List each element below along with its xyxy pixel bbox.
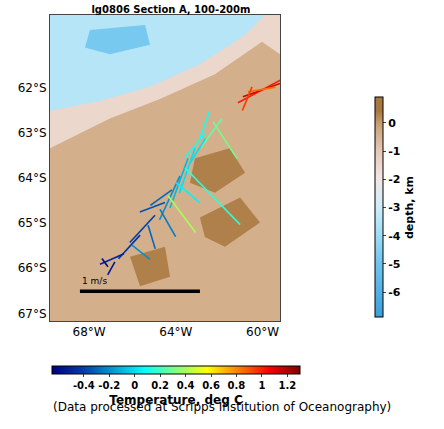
svg-text:-3: -3: [388, 201, 400, 214]
svg-text:62°S: 62°S: [18, 81, 47, 95]
svg-text:-0.4: -0.4: [73, 380, 95, 391]
svg-text:-0.2: -0.2: [98, 380, 120, 391]
svg-text:1.2: 1.2: [278, 380, 296, 391]
svg-text:-6: -6: [388, 286, 401, 299]
svg-text:1 m/s: 1 m/s: [82, 276, 107, 286]
svg-text:-1: -1: [388, 145, 400, 158]
svg-text:67°S: 67°S: [18, 307, 47, 321]
svg-text:65°S: 65°S: [18, 216, 47, 230]
svg-text:(Data processed at Scripps Ins: (Data processed at Scripps Institution o…: [53, 400, 391, 414]
svg-text:lg0806 Section A, 100-200m: lg0806 Section A, 100-200m: [91, 4, 250, 15]
svg-text:60°W: 60°W: [246, 325, 279, 339]
svg-text:0.2: 0.2: [151, 380, 169, 391]
svg-text:68°W: 68°W: [72, 325, 105, 339]
svg-text:-2: -2: [388, 173, 400, 186]
svg-text:0.8: 0.8: [228, 380, 246, 391]
svg-text:0: 0: [388, 117, 396, 130]
svg-text:66°S: 66°S: [18, 261, 47, 275]
svg-text:63°S: 63°S: [18, 126, 47, 140]
svg-text:0: 0: [131, 380, 138, 391]
svg-text:-5: -5: [388, 258, 400, 271]
svg-text:-4: -4: [388, 230, 401, 243]
svg-text:Temperature, deg C: Temperature, deg C: [109, 393, 243, 407]
svg-text:1: 1: [258, 380, 265, 391]
svg-text:64°W: 64°W: [159, 325, 192, 339]
svg-text:64°S: 64°S: [18, 171, 47, 185]
svg-text:depth, km: depth, km: [403, 176, 416, 239]
svg-text:0.4: 0.4: [177, 380, 195, 391]
svg-text:0.6: 0.6: [202, 380, 220, 391]
